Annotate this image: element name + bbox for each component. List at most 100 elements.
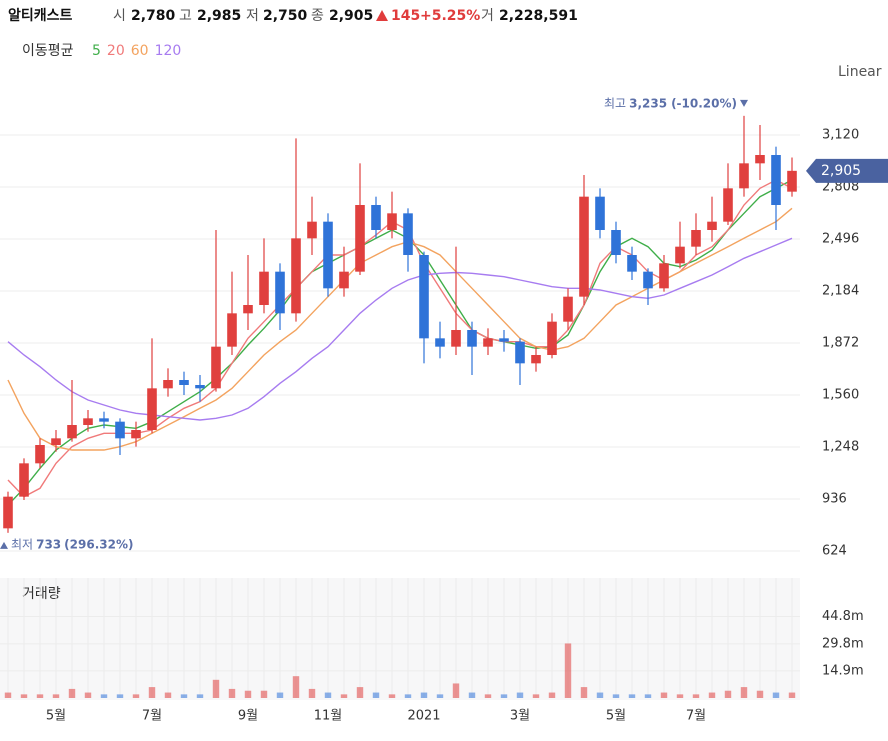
min-label: 최저 — [11, 537, 33, 551]
candle-body — [275, 271, 285, 314]
y-tick-label: 1,560 — [822, 388, 859, 403]
y-tick-label: 1,248 — [822, 440, 859, 455]
volume-bar — [356, 687, 364, 698]
close-label: 종 — [311, 8, 324, 24]
candle-body — [67, 425, 77, 439]
candle-body — [579, 196, 589, 297]
candle-body — [611, 230, 621, 255]
candle-body — [307, 221, 317, 239]
ma-legend: 120 — [155, 43, 182, 59]
volume-bar — [68, 688, 76, 698]
ma-legend: 5 — [92, 43, 101, 59]
volume-bar — [228, 688, 236, 698]
volume-bar — [660, 692, 668, 698]
x-tick-label: 7월 — [142, 709, 162, 724]
candle-body — [707, 221, 717, 230]
ma-line — [7, 207, 793, 451]
candle-body — [227, 313, 237, 347]
volume-tick-label: 14.9m — [822, 663, 864, 678]
scale-label: Linear — [838, 64, 882, 80]
volume-bar — [340, 694, 348, 698]
volume-bar — [276, 692, 284, 698]
volume-bar — [708, 692, 716, 698]
ma-title: 이동평균 — [22, 43, 74, 59]
volume-bar — [436, 694, 444, 698]
candle-body — [195, 385, 205, 389]
volume: 2,228,591 — [499, 8, 578, 24]
volume-bar — [644, 694, 652, 698]
min-value: 733 — [36, 537, 61, 551]
volume-bar — [260, 690, 268, 698]
y-tick-label: 936 — [822, 492, 847, 507]
volume-bar — [212, 679, 220, 698]
volume-bar — [580, 687, 588, 698]
candle-body — [339, 271, 349, 289]
candle-body — [387, 213, 397, 230]
candle-body — [259, 271, 269, 305]
last-price-label: 2,905 — [821, 163, 861, 179]
volume-bar — [740, 687, 748, 698]
x-tick-label: 5월 — [606, 709, 626, 724]
candle-body — [419, 255, 429, 339]
volume-bar — [516, 692, 524, 698]
volume-bar — [564, 643, 572, 698]
volume-bar — [52, 694, 60, 698]
high-label: 고 — [179, 8, 192, 24]
candle-body — [595, 196, 605, 230]
volume-bar — [420, 692, 428, 698]
stock-name: 알티캐스트 — [8, 8, 73, 24]
candle-body — [755, 155, 765, 164]
volume-bar — [692, 694, 700, 698]
y-tick-label: 2,184 — [822, 284, 859, 299]
volume-bar — [404, 694, 412, 698]
x-tick-label: 11월 — [314, 709, 343, 724]
candle-body — [499, 338, 509, 342]
volume-bar — [452, 683, 460, 698]
volume-bar — [484, 694, 492, 698]
x-tick-label: 7월 — [686, 709, 706, 724]
max-label: 최고 — [604, 96, 626, 110]
volume-bar — [372, 692, 380, 698]
candle-body — [483, 338, 493, 347]
volume-bar — [196, 694, 204, 698]
max-change: (-10.20%) — [671, 96, 737, 110]
volume-bar — [596, 692, 604, 698]
x-tick-label: 9월 — [238, 709, 258, 724]
candle-body — [547, 321, 557, 355]
x-tick-label: 5월 — [46, 709, 66, 724]
candle-body — [467, 330, 477, 347]
max-value: 3,235 — [629, 96, 667, 110]
candle-body — [3, 496, 13, 529]
close: 2,905 — [329, 8, 373, 24]
volume-bar — [132, 694, 140, 698]
change: 145 — [391, 8, 420, 24]
volume-bar — [756, 690, 764, 698]
low: 2,750 — [263, 8, 308, 24]
volume-bar — [324, 692, 332, 698]
volume-bar — [772, 692, 780, 698]
candle-body — [451, 330, 461, 347]
volume-bar — [548, 692, 556, 698]
candle-body — [163, 380, 173, 389]
candle-body — [131, 430, 141, 439]
candle-body — [403, 213, 413, 255]
min-change: (296.32%) — [64, 537, 133, 551]
volume-title: 거래량 — [22, 586, 61, 602]
last-price-tag — [806, 158, 888, 183]
low-label: 저 — [246, 8, 259, 24]
volume-label: 거 — [481, 8, 494, 24]
up-arrow — [376, 10, 388, 21]
volume-bar — [724, 690, 732, 698]
ma-legend: 20 — [107, 43, 125, 59]
candle-body — [643, 271, 653, 289]
candle-body — [531, 355, 541, 364]
volume-tick-label: 29.8m — [822, 636, 864, 651]
open-label: 시 — [113, 8, 126, 24]
y-tick-label: 3,120 — [822, 128, 859, 143]
volume-bar — [84, 692, 92, 698]
candle-body — [99, 418, 109, 422]
volume-bar — [308, 688, 316, 698]
volume-bar — [788, 692, 796, 698]
candle-body — [659, 263, 669, 289]
